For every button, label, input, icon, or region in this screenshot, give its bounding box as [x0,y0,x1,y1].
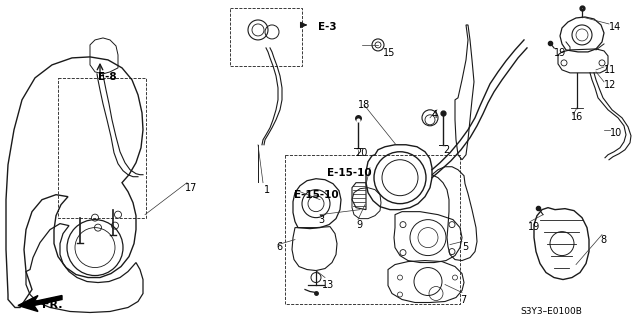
Text: 10: 10 [610,128,622,138]
Text: 19: 19 [528,222,540,232]
Text: 20: 20 [355,148,367,158]
Text: 6: 6 [276,241,282,252]
Bar [230,8,302,66]
Text: S3Y3–E0100B: S3Y3–E0100B [520,308,582,316]
Text: 13: 13 [322,279,334,290]
Text: 7: 7 [460,294,467,305]
Text: 19: 19 [554,48,566,58]
Bar [285,155,460,305]
Text: 2: 2 [443,145,449,155]
Text: 15: 15 [383,48,396,58]
Text: 18: 18 [358,100,371,110]
Text: E-15-10: E-15-10 [294,190,339,200]
Text: 9: 9 [356,220,362,230]
Bar [58,78,146,218]
Text: 16: 16 [571,112,583,122]
Text: FR.: FR. [42,300,63,309]
Text: 12: 12 [604,80,616,90]
Text: 1: 1 [264,185,270,195]
Text: E-15-10: E-15-10 [327,168,372,178]
Text: 3: 3 [318,215,324,225]
Text: 11: 11 [604,65,616,75]
Text: 5: 5 [462,241,468,252]
Text: 4: 4 [432,110,438,120]
Text: E-8: E-8 [98,72,116,82]
Text: 17: 17 [185,183,197,193]
Text: E-3: E-3 [318,22,337,32]
Polygon shape [18,295,62,311]
Text: 8: 8 [600,234,606,245]
Text: 14: 14 [609,22,621,32]
